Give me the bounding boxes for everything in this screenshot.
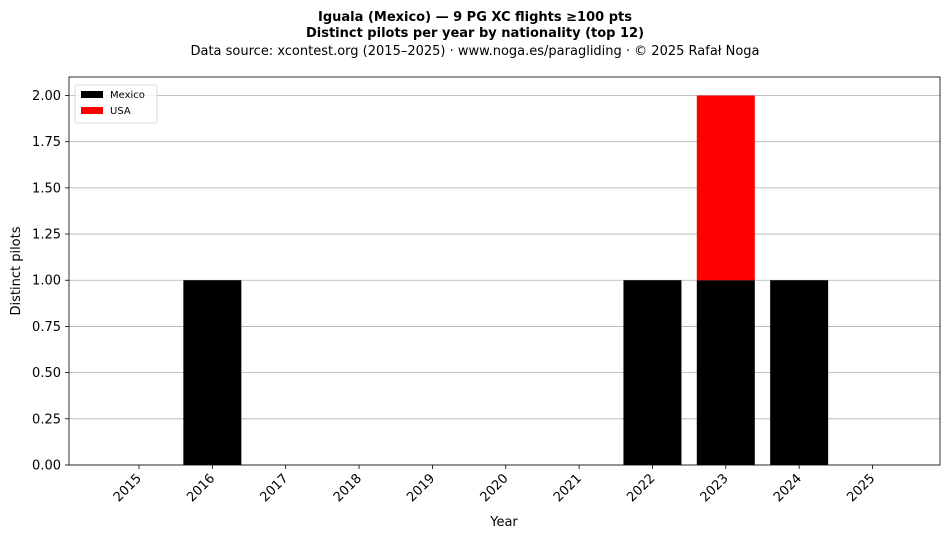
bar-mexico-2024 (770, 280, 829, 465)
y-tick-label: 1.00 (32, 274, 61, 289)
legend-label-usa: USA (110, 106, 131, 117)
chart-subtitle: Distinct pilots per year by nationality … (306, 26, 644, 41)
legend-label-mexico: Mexico (110, 90, 145, 101)
y-tick-label: 1.75 (32, 135, 61, 150)
y-tick-label: 2.00 (32, 89, 61, 104)
legend-swatch-mexico (81, 91, 103, 98)
x-tick-label: 2015 (111, 471, 145, 505)
x-tick-label: 2019 (404, 471, 438, 505)
x-tick-label: 2021 (551, 471, 585, 505)
x-tick-label: 2023 (698, 471, 732, 505)
y-tick-label: 1.25 (32, 228, 61, 243)
chart-source: Data source: xcontest.org (2015–2025) · … (190, 44, 759, 59)
x-tick-label: 2018 (331, 471, 365, 505)
y-tick-label: 1.50 (32, 181, 61, 196)
x-tick-label: 2017 (258, 471, 292, 505)
bars (183, 95, 829, 465)
y-tick-label: 0.00 (32, 459, 61, 474)
x-axis: 2015 2016 2017 2018 2019 2020 2021 2022 2023 2024… (111, 465, 878, 505)
x-tick-label: 2020 (478, 471, 512, 505)
legend-swatch-usa (81, 107, 103, 114)
chart-title: Iguala (Mexico) — 9 PG XC flights ≥100 p… (318, 10, 632, 25)
x-tick-label: 2016 (184, 471, 218, 505)
bar-mexico-2016 (183, 280, 242, 465)
x-axis-label: Year (489, 515, 518, 530)
x-tick-label: 2025 (844, 471, 878, 505)
bar-mexico-2023 (696, 280, 755, 465)
x-tick-label: 2022 (624, 471, 658, 505)
y-axis-label: Distinct pilots (9, 226, 24, 315)
y-tick-label: 0.75 (32, 320, 61, 335)
x-tick-label: 2024 (771, 471, 805, 505)
y-tick-label: 0.25 (32, 412, 61, 427)
legend: Mexico USA (74, 84, 158, 124)
bar-usa-2023 (696, 95, 755, 281)
bar-mexico-2022 (623, 280, 682, 465)
y-axis: 0.00 0.25 0.50 0.75 1.00 1.25 1.50 1.75 2.00 (32, 89, 69, 474)
plot-frame (68, 76, 941, 466)
y-tick-label: 0.50 (32, 366, 61, 381)
